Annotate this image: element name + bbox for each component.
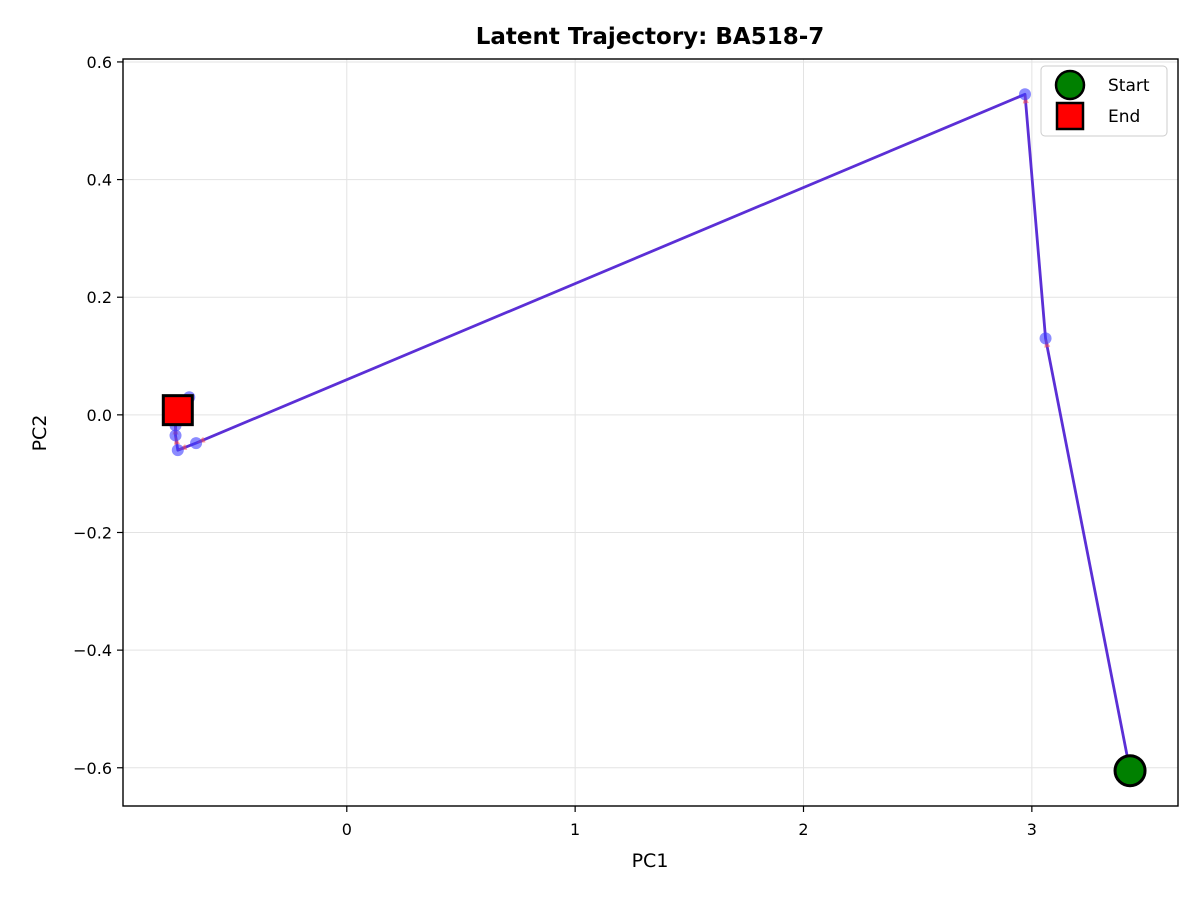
chart-title: Latent Trajectory: BA518-7 [476, 24, 825, 50]
x-axis-label: PC1 [632, 850, 669, 872]
x-tick-label: 3 [1027, 820, 1037, 839]
trajectory-point [1039, 332, 1052, 345]
y-tick-label: 0.0 [87, 406, 112, 425]
y-tick-label: −0.6 [73, 759, 112, 778]
legend-end-marker [1055, 101, 1085, 131]
y-tick-label: 0.4 [87, 171, 112, 190]
plot-frame [122, 58, 1179, 807]
legend-start-marker [1054, 69, 1086, 101]
trajectory-point [169, 429, 182, 442]
x-tick-label: 0 [342, 820, 352, 839]
x-tick-label: 2 [798, 820, 808, 839]
y-tick-label: −0.2 [73, 523, 112, 542]
trajectory-point [171, 444, 184, 457]
x-tick-label: 1 [570, 820, 580, 839]
axis-ticks: 0 1 2 3 −0.6 −0.4 −0.2 0.0 0.2 0.4 0.6 [73, 53, 1037, 839]
grid-lines [123, 59, 1178, 806]
trajectory-point [1019, 88, 1032, 101]
y-axis-label: PC2 [29, 415, 51, 452]
start-marker [1113, 754, 1147, 788]
marker-layer [161, 394, 1147, 788]
legend: Start End [1040, 65, 1168, 137]
y-tick-label: 0.2 [87, 288, 112, 307]
legend-end-label: End [1108, 107, 1140, 127]
end-marker [161, 394, 194, 427]
y-tick-label: −0.4 [73, 641, 112, 660]
y-tick-label: 0.6 [87, 53, 112, 72]
legend-start-label: Start [1108, 76, 1150, 96]
trajectory-point [190, 437, 203, 450]
